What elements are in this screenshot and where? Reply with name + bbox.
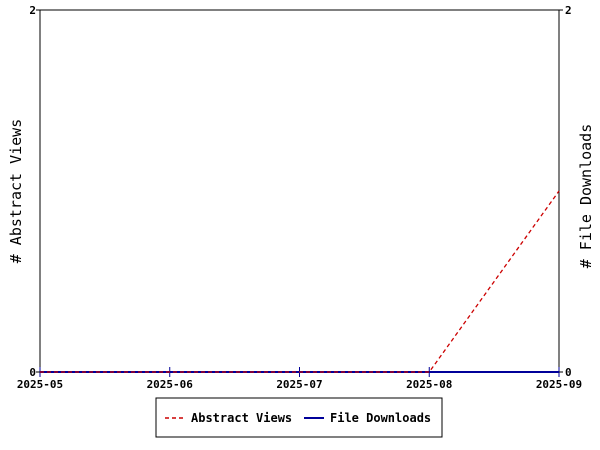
series-lines	[40, 190, 560, 373]
y-axis-right-title: # File Downloads	[577, 124, 595, 269]
y-left-tick-label-2: 2	[29, 4, 36, 17]
x-axis: 2025-05 2025-06 2025-07 2025-08 2025-09	[17, 367, 582, 391]
x-tick-label-2025-05: 2025-05	[17, 378, 63, 391]
x-tick-label-2025-09: 2025-09	[536, 378, 582, 391]
y-right-tick-label-2: 2	[565, 4, 572, 17]
legend-label-file-downloads: File Downloads	[330, 411, 431, 425]
legend-box	[155, 397, 443, 438]
legend: Abstract Views File Downloads	[155, 397, 443, 438]
x-tick-label-2025-07: 2025-07	[276, 378, 322, 391]
y-axis-left-title: # Abstract Views	[7, 119, 25, 264]
y-left-tick-label-0: 0	[29, 366, 36, 379]
plot-area	[39, 9, 560, 373]
x-tick-label-2025-08: 2025-08	[406, 378, 452, 391]
legend-label-abstract-views: Abstract Views	[191, 411, 292, 425]
x-tick-label-2025-06: 2025-06	[147, 378, 194, 391]
y-axes: 0 2 0 2	[29, 4, 571, 379]
y-right-tick-label-0: 0	[565, 366, 572, 379]
series-line-abstract-views	[40, 190, 560, 373]
